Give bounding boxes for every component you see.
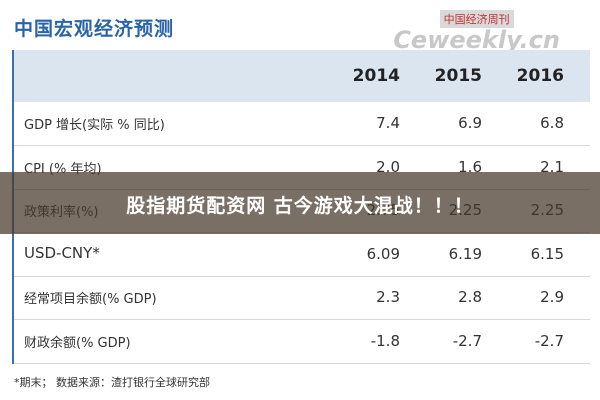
cell: 6.09	[366, 244, 400, 263]
cell: 2.0	[376, 157, 400, 176]
row-label: USD-CNY*	[24, 243, 100, 262]
cell: 7.4	[376, 114, 400, 132]
row-label: 经常项目余额(% GDP)	[24, 292, 157, 307]
table-row: 经常项目余额(% GDP) 2.3 2.8 2.9	[14, 276, 590, 320]
watermark-en: Ceweekly.cn	[393, 26, 560, 54]
banner: 股指期货配资网 古今游戏大混战！！！	[0, 172, 600, 234]
row-label: 财政余额(% GDP)	[24, 335, 131, 351]
cell: 1.6	[458, 157, 482, 176]
table-row: 财政余额(% GDP) -1.8 -2.7 -2.7	[14, 320, 590, 364]
banner-text: 股指期货配资网 古今游戏大混战！！！	[126, 195, 474, 217]
cell: 2.8	[458, 288, 482, 306]
row-label: GDP 增长(实际 % 同比)	[24, 118, 165, 133]
table-row: USD-CNY* 6.09 6.19 6.15	[14, 233, 590, 277]
watermark: 中国经济周刊 Ceweekly.cn	[393, 8, 560, 52]
watermark-cn: 中国经济周刊	[439, 10, 514, 28]
cell: -1.8	[370, 331, 400, 350]
table-header: 2014 2015 2016	[14, 50, 590, 102]
column-header: 2014	[352, 66, 400, 86]
title: 中国宏观经济预测	[14, 18, 175, 40]
cell: 6.9	[458, 114, 482, 132]
cell: 6.15	[530, 244, 564, 263]
cell: -2.7	[452, 331, 482, 350]
cell: 2.1	[540, 157, 564, 176]
column-header: 2016	[516, 66, 564, 86]
footnote: *期末； 数据来源：渣打银行全球研究部	[14, 376, 210, 389]
cell: 6.8	[540, 114, 564, 132]
column-header: 2015	[434, 66, 482, 86]
cell: 2.3	[376, 288, 400, 306]
cell: 6.19	[448, 244, 482, 263]
cell: 2.9	[540, 288, 564, 306]
table-row: GDP 增长(实际 % 同比) 7.4 6.9 6.8	[14, 102, 590, 146]
cell: -2.7	[534, 331, 564, 350]
